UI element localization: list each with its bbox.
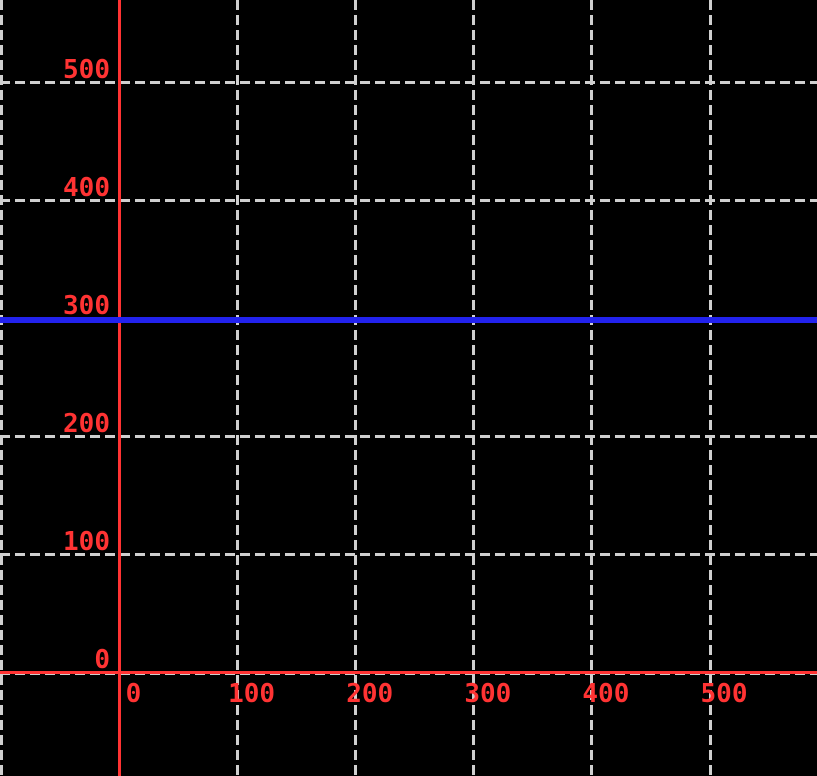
x-tick-label: 400 [582, 679, 630, 709]
x-tick-label: 300 [464, 679, 512, 709]
y-gridline [0, 199, 817, 203]
x-gridline [236, 0, 240, 776]
x-tick-label: 200 [346, 679, 394, 709]
y-tick-label: 500 [63, 54, 110, 85]
x-gridline [472, 0, 476, 776]
x-gridline [708, 0, 712, 776]
x-gridline [354, 0, 358, 776]
y-tick-label: 0 [94, 645, 110, 675]
y-tick-label: 100 [63, 526, 110, 557]
y-gridline [0, 81, 817, 84]
data-line-horizontal-line [0, 316, 817, 323]
x-gridline [590, 0, 594, 776]
x-tick-label: 0 [125, 679, 142, 709]
x-tick-label: 500 [700, 679, 748, 709]
y-tick-label: 400 [63, 172, 110, 203]
y-gridline [0, 553, 817, 557]
y-axis-line [118, 0, 121, 776]
y-gridline [0, 435, 817, 439]
x-axis-line [0, 671, 817, 674]
x-tick-label: 100 [228, 679, 276, 709]
y-tick-label: 300 [63, 290, 110, 321]
y-tick-label: 200 [63, 408, 110, 439]
x-gridline [0, 0, 3, 776]
